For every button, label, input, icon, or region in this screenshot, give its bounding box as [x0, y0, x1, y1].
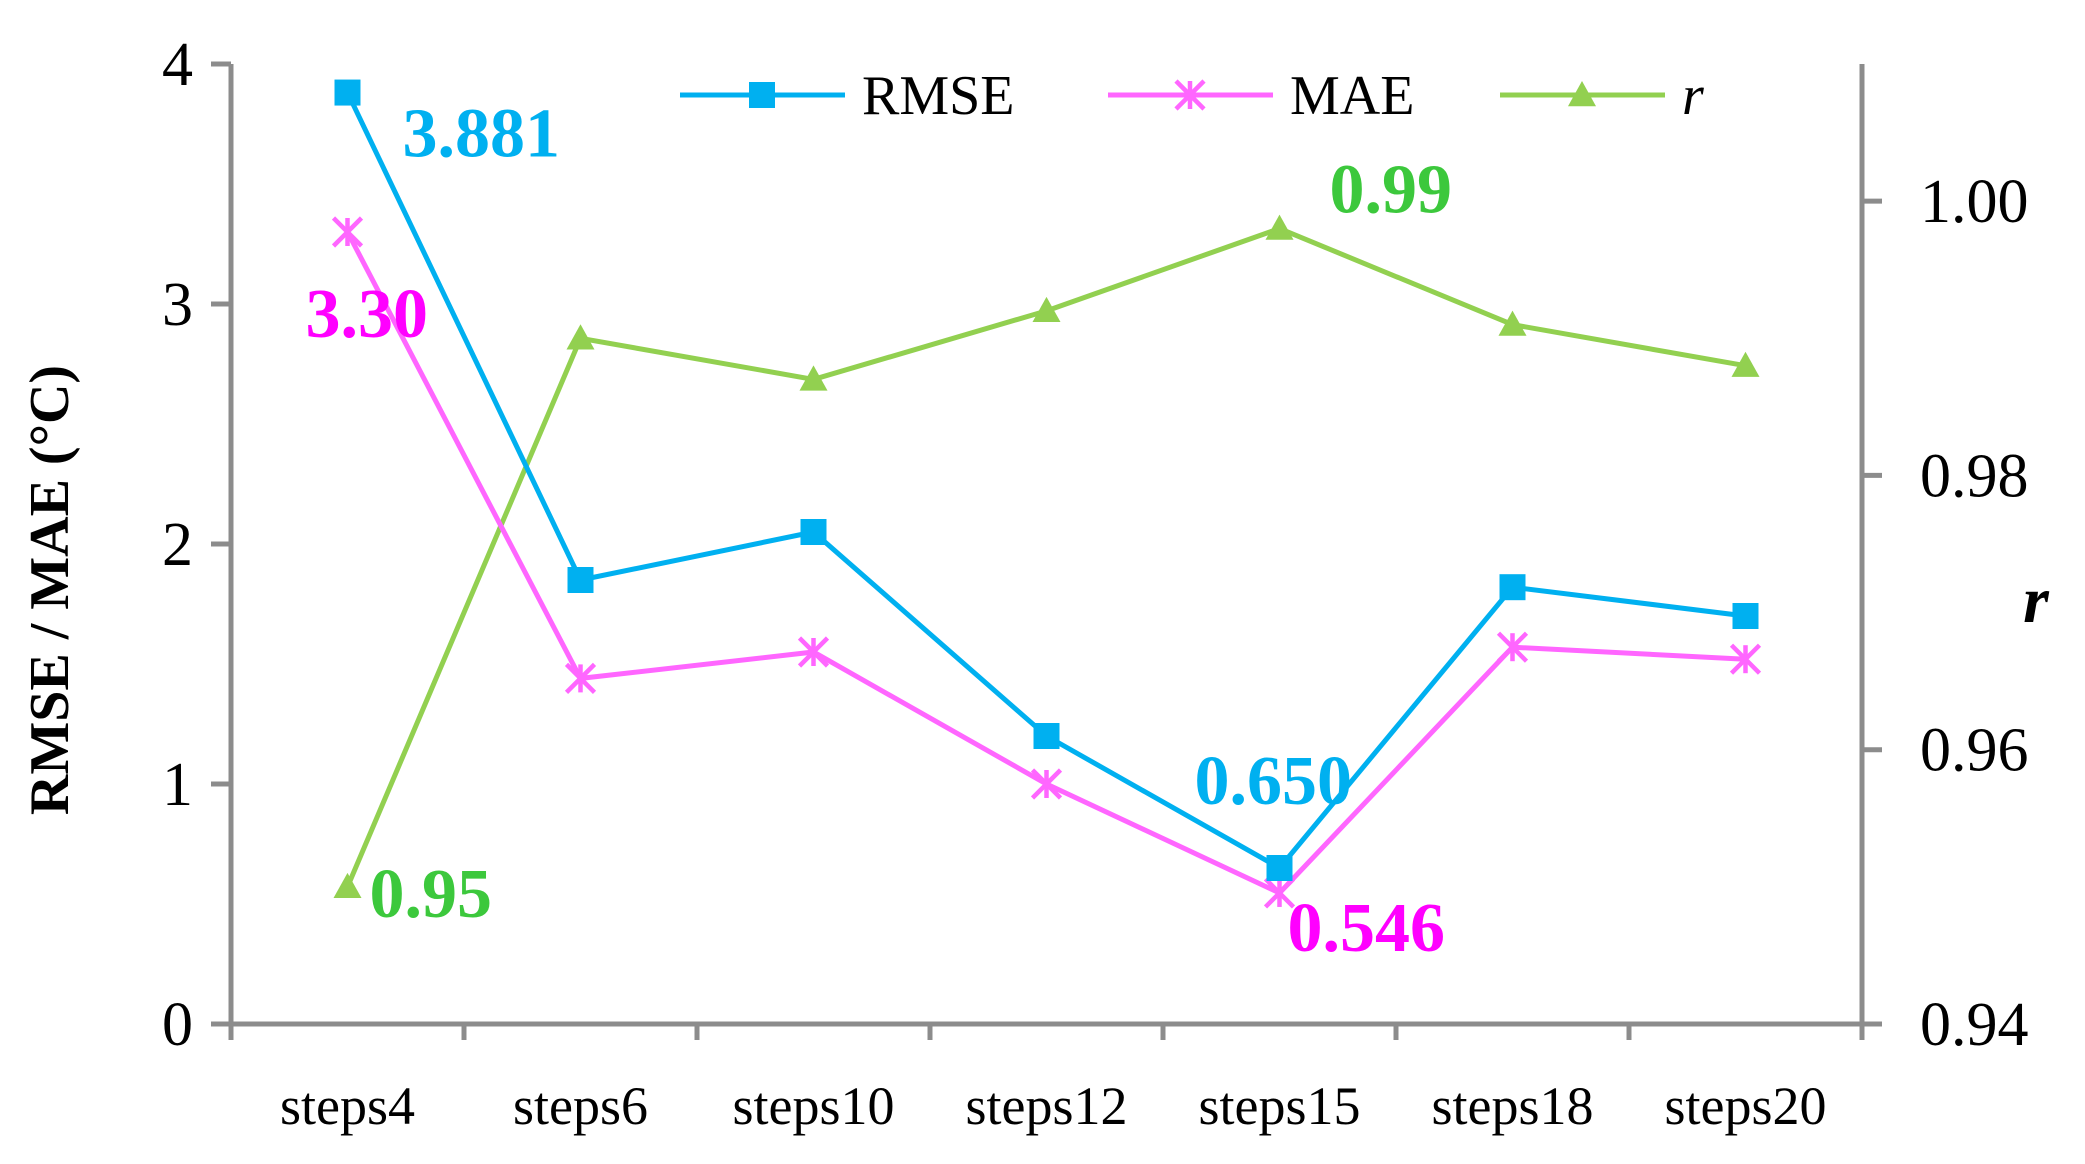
y2-tick-label: 1.00 [1920, 168, 2029, 236]
data-point-marker [566, 324, 595, 350]
legend-item-rmse: RMSE [680, 65, 1015, 127]
data-point-marker [749, 82, 775, 108]
data-point-marker [1731, 351, 1760, 377]
y-axis-title: RMSE / MAE (°C) [19, 365, 81, 815]
legend-label: RMSE [862, 65, 1015, 127]
data-point-marker [1263, 877, 1296, 909]
x-tick-label: steps12 [966, 1076, 1128, 1136]
data-label: 0.99 [1330, 152, 1453, 229]
data-point-marker [567, 567, 594, 593]
y2-axis-title: r [2023, 564, 2050, 637]
data-point-marker [800, 519, 827, 545]
y-tick-label: 1 [162, 751, 193, 819]
series-layer [331, 79, 1762, 909]
chart-axes: 0 1 2 3 4 0.94 0.96 0.98 1.00 steps4 steps6 steps10… [162, 31, 2029, 1136]
data-point-marker [1568, 81, 1596, 107]
y-tick-label: 0 [162, 991, 193, 1059]
y-tick-label: 2 [162, 511, 193, 579]
y2-tick-label: 0.96 [1920, 717, 2029, 785]
data-point-marker [1496, 631, 1529, 663]
data-point-marker [333, 872, 362, 899]
data-point-marker [797, 636, 830, 668]
data-point-marker [1729, 643, 1762, 675]
data-point-marker [1174, 79, 1206, 111]
legend-label: r [1682, 65, 1704, 127]
y-tick-label: 3 [162, 271, 193, 339]
data-point-marker [799, 365, 828, 391]
data-point-marker [1498, 310, 1527, 336]
y-tick-label: 4 [162, 31, 193, 99]
x-tick-label: steps6 [513, 1076, 648, 1136]
data-point-marker [1499, 574, 1526, 601]
data-point-marker [331, 216, 364, 248]
series-r [333, 214, 1760, 899]
data-point-marker [564, 662, 597, 694]
x-tick-label: steps20 [1665, 1076, 1827, 1136]
data-point-marker [1265, 214, 1294, 240]
data-point-marker [1030, 768, 1063, 800]
data-point-marker [1032, 296, 1061, 323]
annotations: 3.881 3.30 0.95 0.99 0.650 0.546 [306, 96, 1453, 967]
data-point-marker [1266, 855, 1293, 881]
y2-tick-label: 0.94 [1920, 991, 2029, 1059]
data-label: 3.30 [306, 276, 429, 353]
series-rmse [334, 79, 1759, 881]
series-mae [331, 216, 1762, 909]
x-tick-label: steps10 [733, 1076, 895, 1136]
data-point-marker [334, 79, 361, 106]
legend: RMSE MAE r [680, 65, 1704, 127]
y2-tick-label: 0.98 [1920, 442, 2029, 510]
legend-label: MAE [1290, 65, 1414, 127]
data-label: 0.650 [1195, 743, 1353, 820]
data-point-marker [1033, 723, 1060, 749]
data-label: 0.546 [1288, 890, 1446, 967]
series-line [345, 91, 1746, 872]
x-tick-label: steps15 [1199, 1076, 1361, 1136]
data-point-marker [1732, 603, 1759, 629]
data-label: 3.881 [403, 96, 561, 173]
x-tick-label: steps4 [280, 1076, 415, 1136]
data-label: 0.95 [370, 856, 493, 933]
legend-item-r: r [1500, 65, 1704, 127]
x-tick-label: steps18 [1432, 1076, 1594, 1136]
legend-item-mae: MAE [1108, 65, 1414, 127]
